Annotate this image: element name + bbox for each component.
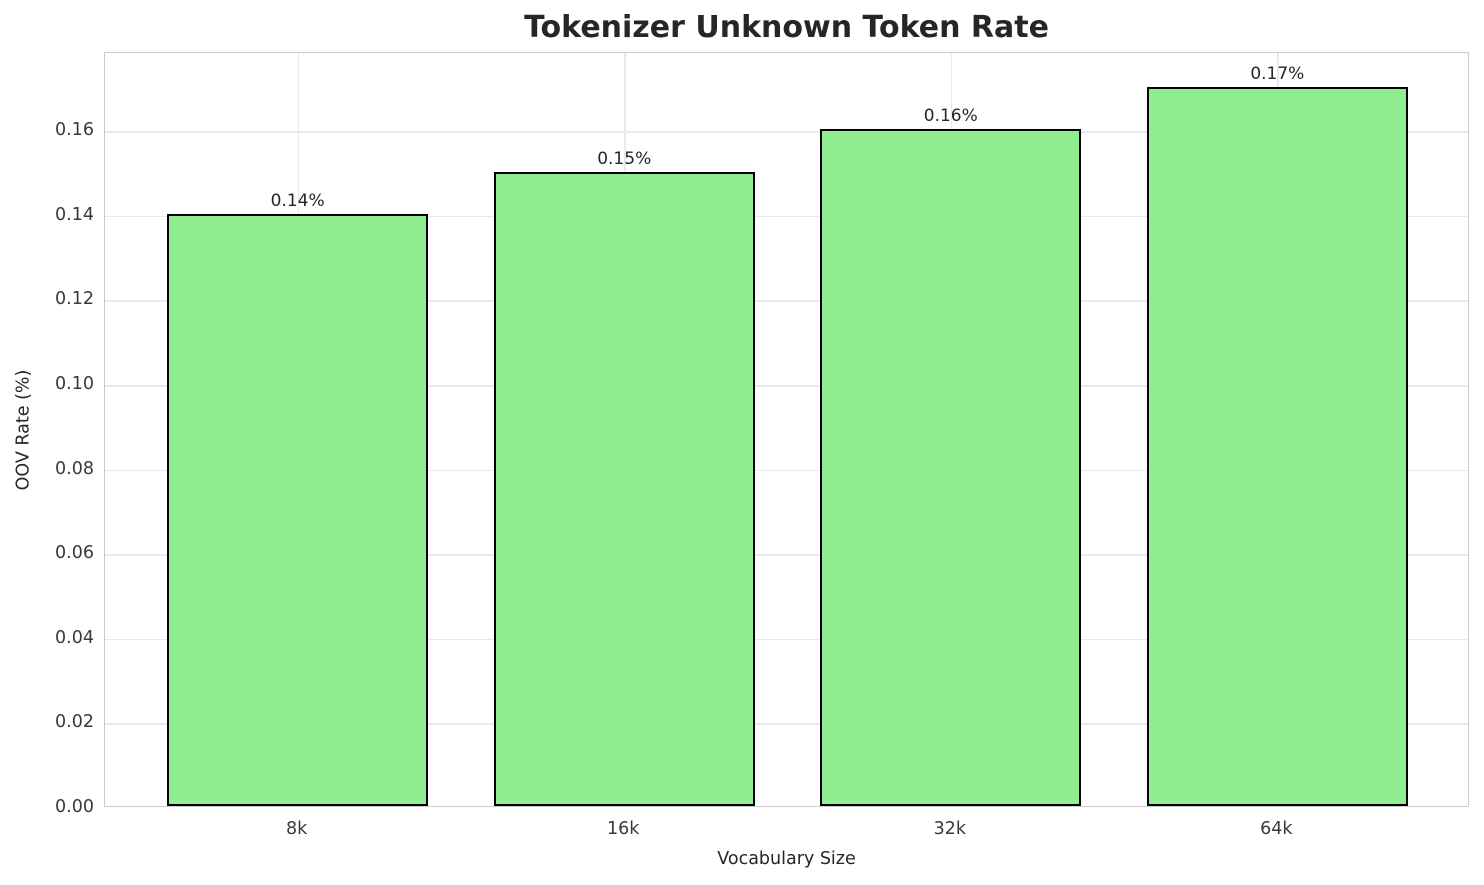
gridline-horizontal [105,131,1468,133]
y-axis-label-container: OOV Rate (%) [0,52,46,807]
bar-value-label: 0.15% [597,148,652,169]
x-axis-label: Vocabulary Size [717,849,856,869]
x-tick-label-64k: 64k [1260,819,1293,839]
gridline-horizontal [105,469,1468,472]
y-axis-label: OOV Rate (%) [13,369,33,490]
gridline-horizontal [105,723,1468,725]
y-tick-label: 0.00 [55,797,94,817]
gridline-horizontal [105,554,1468,556]
y-tick-label: 0.14 [55,204,94,225]
y-tick-label: 0.06 [55,543,94,564]
gridline-horizontal [105,638,1468,641]
bar-value-label: 0.16% [923,106,978,127]
x-tick-label-32k: 32k [933,819,966,839]
gridline-horizontal [105,215,1468,218]
x-tick-label-16k: 16k [607,819,640,839]
y-tick-label: 0.12 [55,289,94,310]
bar-value-label: 0.17% [1250,63,1305,84]
bar-16k [493,171,755,806]
bar-32k [820,129,1082,806]
y-tick-label: 0.04 [55,627,94,648]
y-tick-label: 0.02 [55,712,94,733]
bar-64k [1146,86,1408,806]
gridline-horizontal [105,300,1468,302]
y-tick-label: 0.10 [55,374,94,395]
gridline-horizontal [105,385,1468,387]
bar-value-label: 0.14% [270,190,325,211]
bar-8k [167,213,429,806]
y-tick-label: 0.08 [55,458,94,479]
chart-title: Tokenizer Unknown Token Rate [524,10,1049,45]
x-tick-label-8k: 8k [286,819,308,839]
plot-area: 0.14% 0.15% 0.16% 0.17% [104,52,1469,807]
y-tick-label: 0.16 [55,120,94,141]
